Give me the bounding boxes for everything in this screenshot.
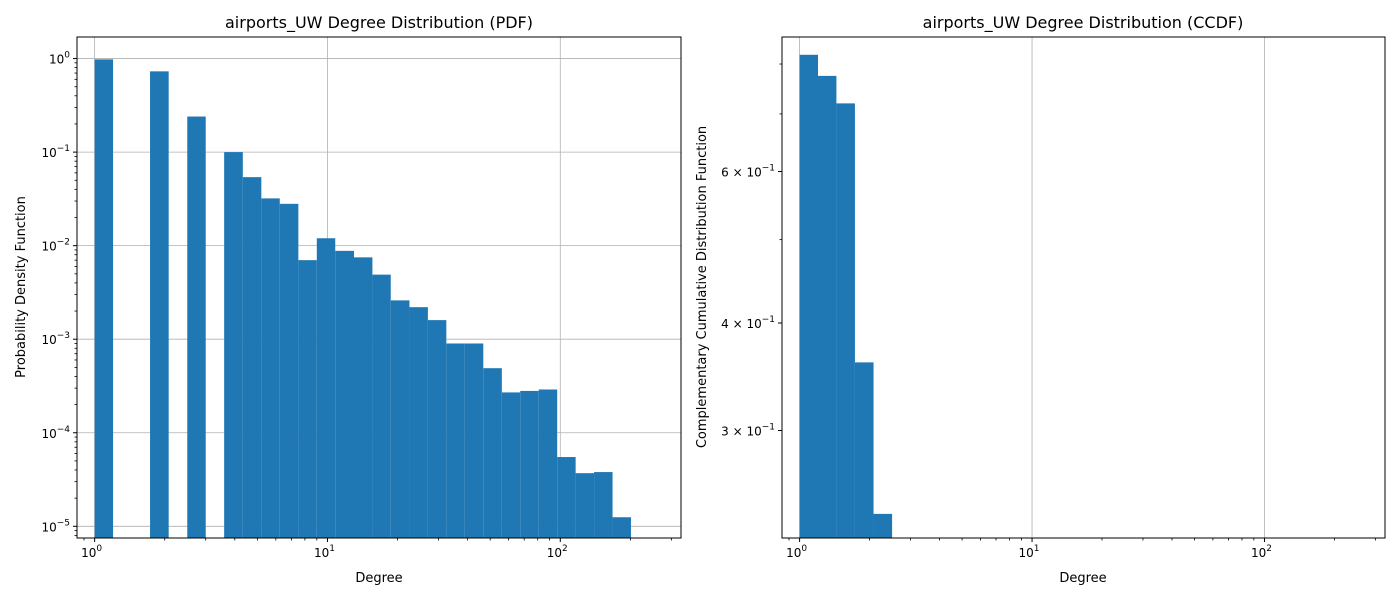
pdf-plot-frame xyxy=(76,36,682,539)
ccdf-plot-frame xyxy=(781,36,1386,539)
pdf-bar-11 xyxy=(298,260,317,538)
pdf-bar-26 xyxy=(575,473,595,538)
pdf-bar-14 xyxy=(353,257,373,538)
ccdf-bar-4 xyxy=(873,513,893,538)
pdf-panel: airports_UW Degree Distribution (PDF) 10… xyxy=(14,13,682,586)
pdf-bar-13 xyxy=(335,250,354,538)
ccdf-y-tick-label-1: 4 × 10−1 xyxy=(721,315,775,331)
ccdf-panel: airports_UW Degree Distribution (CCDF) 1… xyxy=(695,13,1386,586)
pdf-bar-23 xyxy=(520,390,539,538)
pdf-bar-17 xyxy=(409,307,428,538)
ccdf-bar-1 xyxy=(818,75,837,538)
pdf-bar-8 xyxy=(242,177,262,538)
pdf-x-axis-label: Degree xyxy=(355,571,402,586)
ccdf-x-axis-label: Degree xyxy=(1059,571,1106,586)
pdf-bar-7 xyxy=(224,152,243,538)
pdf-bar-27 xyxy=(594,472,613,538)
pdf-bar-21 xyxy=(483,368,502,538)
pdf-y-axis-label: Probability Density Function xyxy=(14,196,29,378)
pdf-bar-3 xyxy=(150,71,169,538)
ccdf-bar-2 xyxy=(836,103,855,539)
pdf-bar-25 xyxy=(557,457,576,538)
pdf-bars xyxy=(94,59,631,539)
pdf-bar-15 xyxy=(372,274,391,538)
ccdf-bar-0 xyxy=(799,54,819,539)
ccdf-y-ticks: 3 × 10−1 4 × 10−1 6 × 10−1 xyxy=(721,63,782,439)
pdf-bar-24 xyxy=(538,389,558,538)
pdf-bar-19 xyxy=(446,343,465,538)
pdf-bar-9 xyxy=(261,198,280,538)
pdf-bar-28 xyxy=(612,517,631,538)
pdf-bar-5 xyxy=(187,116,206,539)
pdf-bar-22 xyxy=(501,392,521,538)
ccdf-bars xyxy=(799,54,893,539)
pdf-bar-12 xyxy=(316,238,336,538)
pdf-bar-16 xyxy=(390,300,410,538)
pdf-bar-10 xyxy=(279,203,299,539)
pdf-bar-18 xyxy=(427,320,447,538)
pdf-title: airports_UW Degree Distribution (PDF) xyxy=(225,13,533,33)
ccdf-y-tick-label-2: 6 × 10−1 xyxy=(721,164,775,180)
ccdf-title: airports_UW Degree Distribution (CCDF) xyxy=(923,13,1244,33)
ccdf-y-axis-label: Complementary Cumulative Distribution Fu… xyxy=(695,126,710,448)
ccdf-bar-3 xyxy=(854,362,874,538)
pdf-bar-20 xyxy=(464,343,484,538)
pdf-bar-0 xyxy=(94,59,114,538)
ccdf-y-tick-label-0: 3 × 10−1 xyxy=(721,423,775,439)
